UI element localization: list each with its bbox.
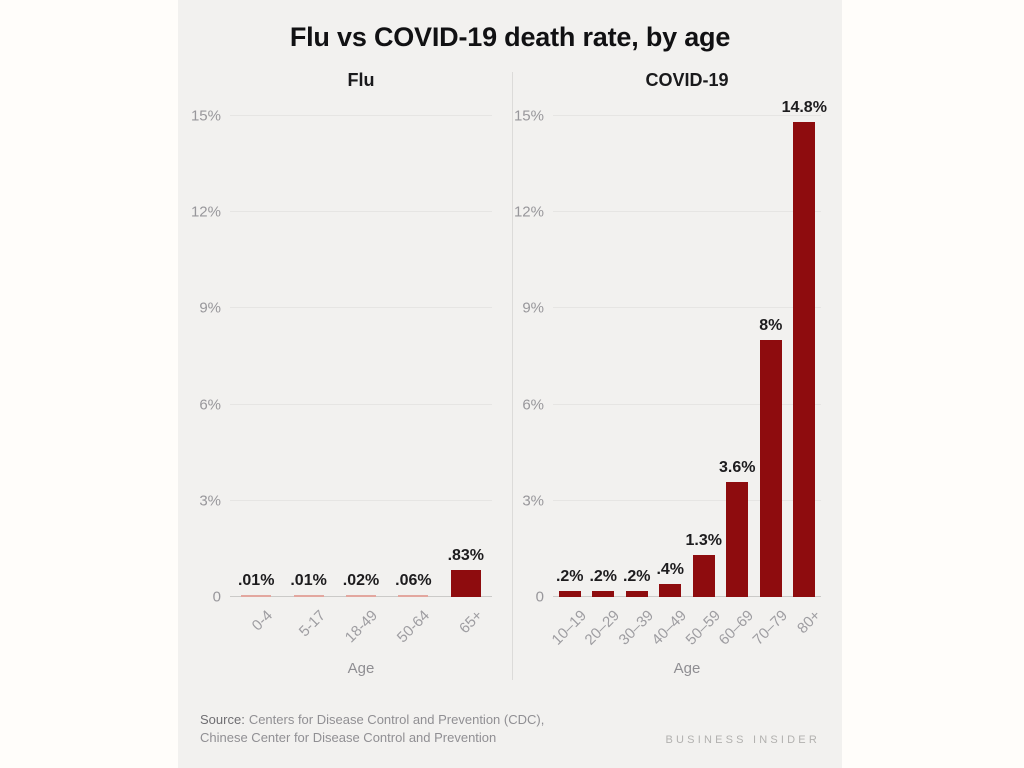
- bar-value-label: .06%: [395, 572, 432, 589]
- bar: [450, 570, 481, 597]
- bar-value-label: .01%: [237, 572, 275, 589]
- y-tick-label: 9%: [522, 299, 544, 317]
- covid-plot-area: 15% 12% 9% 6% 3% 0.2% 10–19.2% 20–29.2% 30–39.4%…: [514, 99, 827, 648]
- bar: [293, 595, 324, 597]
- bar: [726, 481, 749, 597]
- source-label: Source:: [200, 712, 245, 727]
- gridline: [230, 307, 492, 309]
- covid-chart-title: COVID-19: [645, 70, 729, 90]
- y-tick-label: 15%: [513, 107, 544, 125]
- y-tick-label: 15%: [190, 107, 221, 125]
- bar: [659, 584, 682, 597]
- bar-value-label: .01%: [290, 572, 327, 589]
- gridline: [553, 596, 821, 597]
- bar-value-label: 14.8%: [781, 99, 827, 117]
- y-tick-label: 0: [212, 588, 221, 606]
- bar-value-label: 1.3%: [685, 532, 722, 550]
- bar: [346, 595, 376, 597]
- bar-value-label: .83%: [447, 547, 485, 565]
- bar-value-label: .02%: [342, 572, 380, 589]
- source-line-2: Chinese Center for Disease Control and P…: [200, 730, 497, 745]
- source-line-1-text: Centers for Disease Control and Preventi…: [248, 712, 545, 727]
- gridline: [230, 403, 492, 405]
- bar-value-label: .2%: [555, 567, 584, 585]
- bar-value-label: 8%: [759, 317, 783, 335]
- bar-value-label: .4%: [656, 561, 685, 579]
- bar: [398, 595, 429, 597]
- flu-x-axis-title: Age: [347, 660, 375, 677]
- bar-value-label: .2%: [589, 567, 618, 585]
- gridline: [553, 307, 821, 309]
- y-tick-label: 3%: [522, 492, 544, 510]
- gridline: [553, 403, 821, 405]
- source-line-1: Source: Centers for Disease Control and P…: [200, 711, 544, 729]
- y-tick-label: 3%: [199, 492, 221, 510]
- y-tick-label: 12%: [190, 203, 221, 221]
- bar: [625, 590, 648, 597]
- business-insider-logo: BUSINESS INSIDER: [665, 734, 820, 746]
- bar-value-label: .2%: [622, 567, 651, 585]
- bar: [793, 122, 816, 597]
- bar-value-label: 3.6%: [719, 458, 756, 476]
- gridline: [230, 115, 492, 116]
- gridline: [553, 499, 821, 501]
- bar: [759, 340, 782, 597]
- bar: [241, 595, 272, 597]
- bar: [592, 590, 615, 597]
- gridline: [553, 211, 821, 213]
- chart-panel: Flu vs COVID-19 death rate, by age Flu 1…: [178, 0, 842, 768]
- y-tick-label: 6%: [199, 396, 221, 414]
- gridline: [230, 499, 492, 501]
- covid-x-axis-title: Age: [673, 660, 701, 677]
- chart-divider: [512, 72, 513, 680]
- bar: [558, 590, 581, 597]
- gridline: [230, 211, 492, 213]
- y-tick-label: 6%: [522, 396, 544, 414]
- bar: [692, 555, 715, 597]
- source-text: Source: Centers for Disease Control and P…: [200, 711, 544, 747]
- page-title: Flu vs COVID-19 death rate, by age: [289, 22, 731, 52]
- gridline: [553, 115, 821, 116]
- flu-chart-title: Flu: [347, 70, 375, 90]
- flu-plot-area: 15% 12% 9% 6% 3% 0.01% 0-4.01% 5-17.02% 18-49.06…: [191, 108, 492, 646]
- y-tick-label: 9%: [199, 299, 221, 317]
- y-tick-label: 12%: [513, 203, 544, 221]
- y-tick-label: 0: [535, 588, 544, 606]
